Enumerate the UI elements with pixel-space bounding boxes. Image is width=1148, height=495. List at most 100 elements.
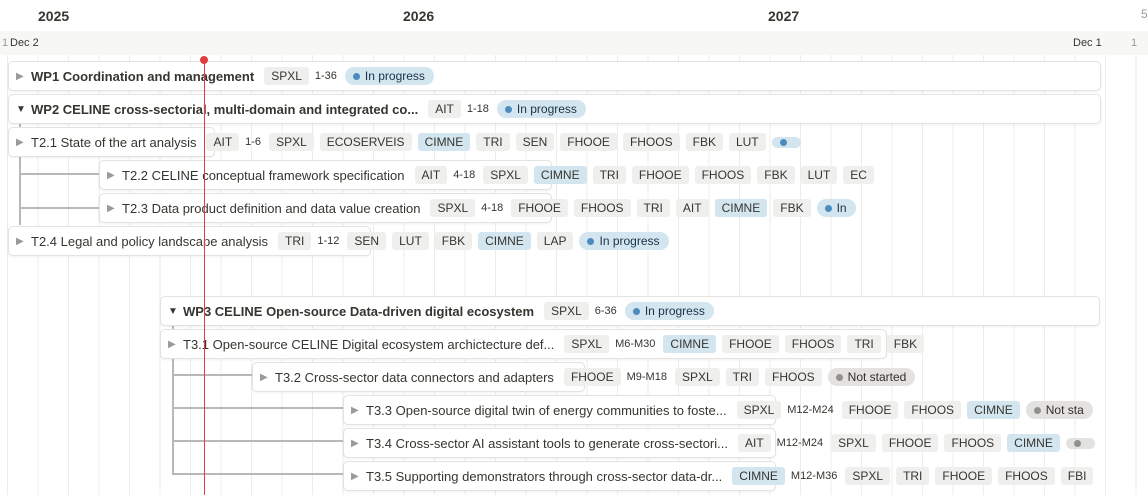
- timeline-day-header: 1 Dec 2 Dec 1 1: [0, 31, 1148, 55]
- expand-triangle-icon[interactable]: ▶: [351, 470, 359, 482]
- timeline-item[interactable]: ▶ T2.3 Data product definition and data v…: [107, 193, 901, 223]
- connector-wp3: [172, 326, 174, 474]
- partner-tag: AIT: [428, 100, 461, 118]
- day-label: 1: [1131, 37, 1138, 49]
- timeline-bar-t2-1[interactable]: [8, 127, 215, 157]
- timeline-item[interactable]: ▶ T2.2 CELINE conceptual framework specif…: [107, 160, 901, 190]
- partner-tag: AIT: [675, 199, 709, 217]
- timeline-bar-t3-4[interactable]: [343, 428, 776, 458]
- partner-tag: FHOOS: [622, 133, 680, 151]
- status-dot-icon: [632, 307, 640, 315]
- partner-tag: CIMNE: [417, 133, 471, 151]
- timeline-bar-t3-5[interactable]: [343, 461, 776, 491]
- partner-tag: LAP: [536, 232, 574, 250]
- item-title: T2.3 Data product definition and data va…: [122, 200, 421, 216]
- partner-tag: ECOSERVEIS: [319, 133, 412, 151]
- timeline-item[interactable]: ▶ T3.4 Cross-sector AI assistant tools to…: [351, 428, 1148, 458]
- timeline-bar-t2-2[interactable]: [99, 160, 552, 190]
- partner-tag: FHOOE: [935, 467, 993, 485]
- partner-tag: FHOOS: [573, 199, 631, 217]
- timeline-item[interactable]: ▶ T2.4 Legal and policy landscape analysi…: [16, 226, 1106, 256]
- item-title: T3.5 Supporting demonstrators through cr…: [366, 468, 723, 484]
- status-dot-icon: [779, 138, 787, 146]
- expand-triangle-icon[interactable]: ▶: [351, 437, 359, 449]
- expand-triangle-icon[interactable]: ▶: [168, 338, 176, 350]
- status-label: In progress: [599, 234, 660, 248]
- day-label-end: Dec 1: [1073, 37, 1102, 49]
- status-dot-icon: [352, 72, 360, 80]
- expand-triangle-icon[interactable]: ▶: [107, 169, 115, 181]
- expand-triangle-icon[interactable]: ▶: [16, 235, 24, 247]
- timeline-bar-t3-2[interactable]: [252, 362, 585, 392]
- partner-tag: FHOOE: [881, 434, 939, 452]
- status-dot-icon: [587, 237, 595, 245]
- item-title: WP2 CELINE cross-sectorial, multi-domain…: [31, 101, 419, 117]
- timeline-item[interactable]: ▶ T3.5 Supporting demonstrators through c…: [351, 461, 1148, 491]
- connector-wp2: [19, 173, 100, 175]
- timeline-bar-t2-3[interactable]: [99, 193, 552, 223]
- partner-tag: CIMNE: [732, 467, 785, 485]
- partner-tag: LUT: [728, 133, 766, 151]
- partner-tag: TRI: [476, 133, 510, 151]
- expand-triangle-icon[interactable]: ▶: [260, 371, 268, 383]
- timeline-item[interactable]: ▶ T3.1 Open-source CELINE Digital ecosyst…: [168, 329, 961, 359]
- year-label: 2025: [38, 8, 70, 24]
- partner-tag: SEN: [347, 232, 387, 250]
- connector-wp3: [172, 440, 344, 442]
- status-dot-icon: [1073, 439, 1081, 447]
- partner-tag: SPXL: [430, 199, 476, 217]
- status-label: Not sta: [1045, 403, 1084, 417]
- months-range: M6-M30: [615, 338, 656, 350]
- timeline-bar-t2-4[interactable]: [8, 226, 371, 256]
- status-label: In progress: [644, 304, 705, 318]
- timeline-item[interactable]: ▶ T2.1 State of the art analysis AIT 1-6 SPX…: [16, 127, 809, 157]
- partner-tag: FBK: [434, 232, 473, 250]
- collapse-triangle-icon[interactable]: ▼: [16, 103, 26, 115]
- status-badge: In progress: [579, 232, 669, 250]
- item-title: T3.2 Cross-sector data connectors and ad…: [275, 369, 554, 385]
- status-dot-icon: [835, 373, 843, 381]
- timeline-bar-t3-3[interactable]: [343, 395, 776, 425]
- status-badge: [771, 136, 801, 148]
- item-title: T2.1 State of the art analysis: [31, 134, 197, 150]
- partner-tag: TRI: [636, 199, 670, 217]
- status-badge: In: [816, 199, 856, 217]
- timeline-item[interactable]: ▶ T3.3 Open-source digital twin of energy…: [351, 395, 1148, 425]
- months-range: M12-M24: [787, 404, 834, 416]
- partner-tag: LUT: [800, 166, 838, 184]
- timeline-item[interactable]: ▼ WP3 CELINE Open-source Data-driven digi…: [168, 296, 1103, 326]
- partner-tag: FHOOE: [511, 199, 568, 217]
- day-label-start: Dec 2: [10, 37, 39, 49]
- expand-triangle-icon[interactable]: ▶: [107, 202, 115, 214]
- connector-wp3: [172, 473, 344, 475]
- expand-triangle-icon[interactable]: ▶: [16, 136, 24, 148]
- status-label: Not started: [847, 370, 907, 384]
- collapse-triangle-icon[interactable]: ▼: [168, 305, 178, 317]
- partner-tag: FHOOS: [904, 401, 962, 419]
- partner-tag: EC: [843, 166, 874, 184]
- partner-tag: FHOOE: [631, 166, 689, 184]
- expand-triangle-icon[interactable]: ▶: [16, 70, 24, 82]
- months-range: 1-12: [317, 235, 340, 247]
- connector-wp2: [19, 207, 100, 209]
- partner-tag: TRI: [725, 368, 759, 386]
- months-range: M9-M18: [626, 371, 667, 383]
- timeline-item[interactable]: ▶ T3.2 Cross-sector data connectors and a…: [260, 362, 1140, 392]
- timeline-bar-wp1[interactable]: [8, 61, 1101, 91]
- partner-tag: TRI: [592, 166, 626, 184]
- item-title: T3.1 Open-source CELINE Digital ecosyste…: [183, 336, 555, 352]
- partner-tag: CIMNE: [533, 166, 587, 184]
- partner-tag: FHOOE: [560, 133, 617, 151]
- months-range: 4-18: [481, 202, 504, 214]
- partner-tag: TRI: [896, 467, 930, 485]
- expand-triangle-icon[interactable]: ▶: [351, 404, 359, 416]
- partner-tag: SPXL: [483, 166, 528, 184]
- partner-tag: SPXL: [264, 67, 309, 85]
- item-title: WP1 Coordination and management: [31, 68, 255, 84]
- timeline-item[interactable]: ▼ WP2 CELINE cross-sectorial, multi-domai…: [16, 94, 1106, 124]
- partner-tag: CIMNE: [714, 199, 768, 217]
- months-range: 6-36: [594, 305, 617, 317]
- partner-tag: FHOOS: [998, 467, 1055, 485]
- timeline-item[interactable]: ▶ WP1 Coordination and management SPXL 1-36…: [16, 61, 1106, 91]
- partner-tag: AIT: [206, 133, 240, 151]
